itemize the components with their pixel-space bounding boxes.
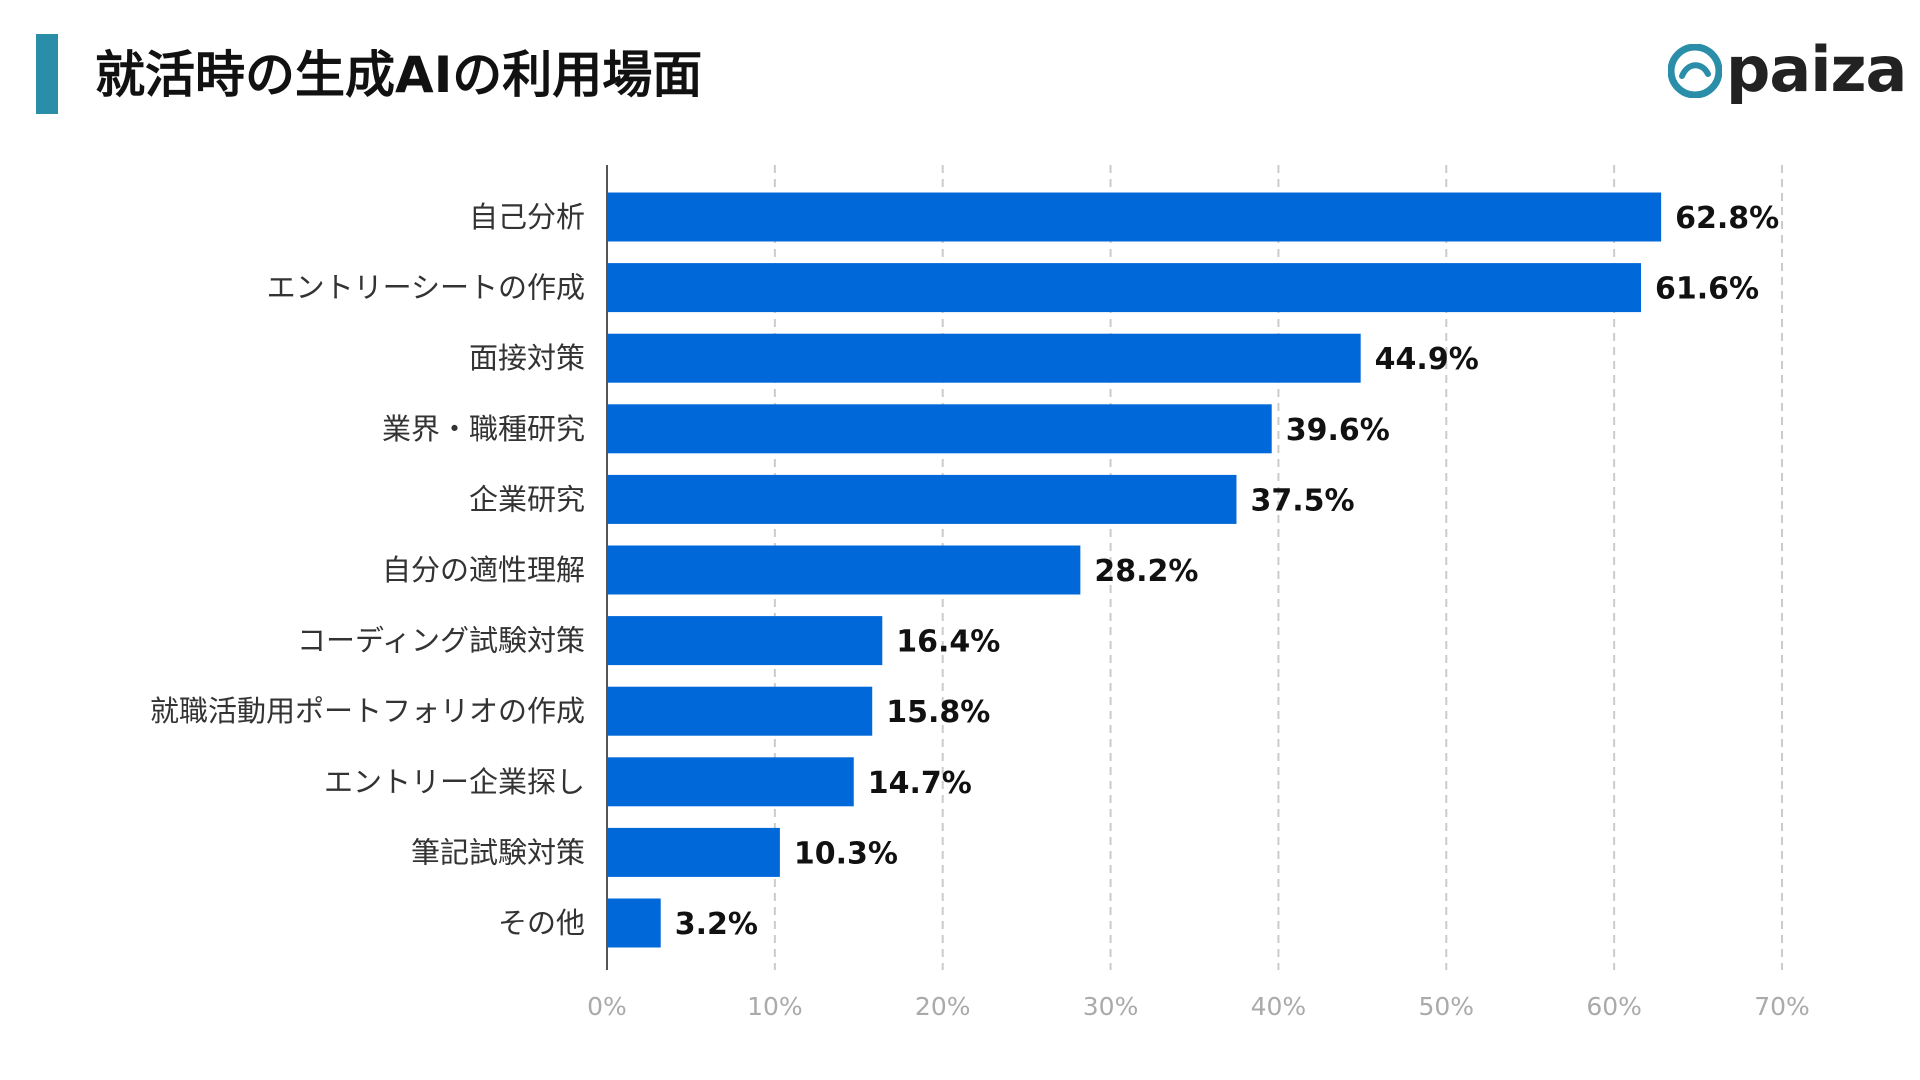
category-label: その他 [498,906,585,940]
value-label: 44.9% [1375,342,1479,377]
bar [607,545,1081,595]
bar [607,827,780,877]
value-label: 61.6% [1655,272,1759,307]
x-tick-label: 30% [1083,992,1139,1021]
category-label: 就職活動用ポートフォリオの作成 [150,694,585,728]
category-label: エントリーシートの作成 [267,271,585,305]
category-label: 自分の適性理解 [382,553,585,587]
value-label: 10.3% [794,836,898,871]
value-label: 62.8% [1675,201,1779,236]
x-tick-label: 10% [747,992,803,1021]
x-tick-label: 50% [1418,992,1474,1021]
value-label: 37.5% [1250,483,1354,518]
bar [607,404,1272,454]
page-title: 就活時の生成AIの利用場面 [95,46,703,104]
title-accent-bar [36,34,58,114]
paiza-logo-icon [1668,44,1722,98]
value-label: 15.8% [886,695,990,730]
paiza-logo: paiza [1668,30,1907,110]
category-label: 自己分析 [469,200,585,234]
bar [607,192,1662,242]
value-label: 3.2% [675,907,758,942]
x-tick-label: 60% [1586,992,1642,1021]
category-label: コーディング試験対策 [297,624,585,658]
bar [607,686,873,736]
category-label: 面接対策 [469,341,585,375]
value-label: 16.4% [896,625,1000,660]
value-label: 14.7% [868,766,972,801]
bar [607,333,1361,383]
category-label: 業界・職種研究 [382,412,585,446]
bar [607,263,1641,313]
paiza-logo-text: paiza [1726,33,1907,106]
category-label: 筆記試験対策 [411,835,585,869]
x-tick-label: 70% [1754,992,1810,1021]
bar [607,474,1237,524]
value-label: 39.6% [1286,413,1390,448]
category-label: エントリー企業探し [324,765,585,799]
x-tick-label: 20% [915,992,971,1021]
category-label: 企業研究 [469,482,585,516]
bar [607,757,854,807]
x-tick-label: 0% [587,992,627,1021]
bar [607,898,661,948]
value-label: 28.2% [1094,554,1198,589]
bar [607,616,883,666]
x-tick-label: 40% [1251,992,1307,1021]
